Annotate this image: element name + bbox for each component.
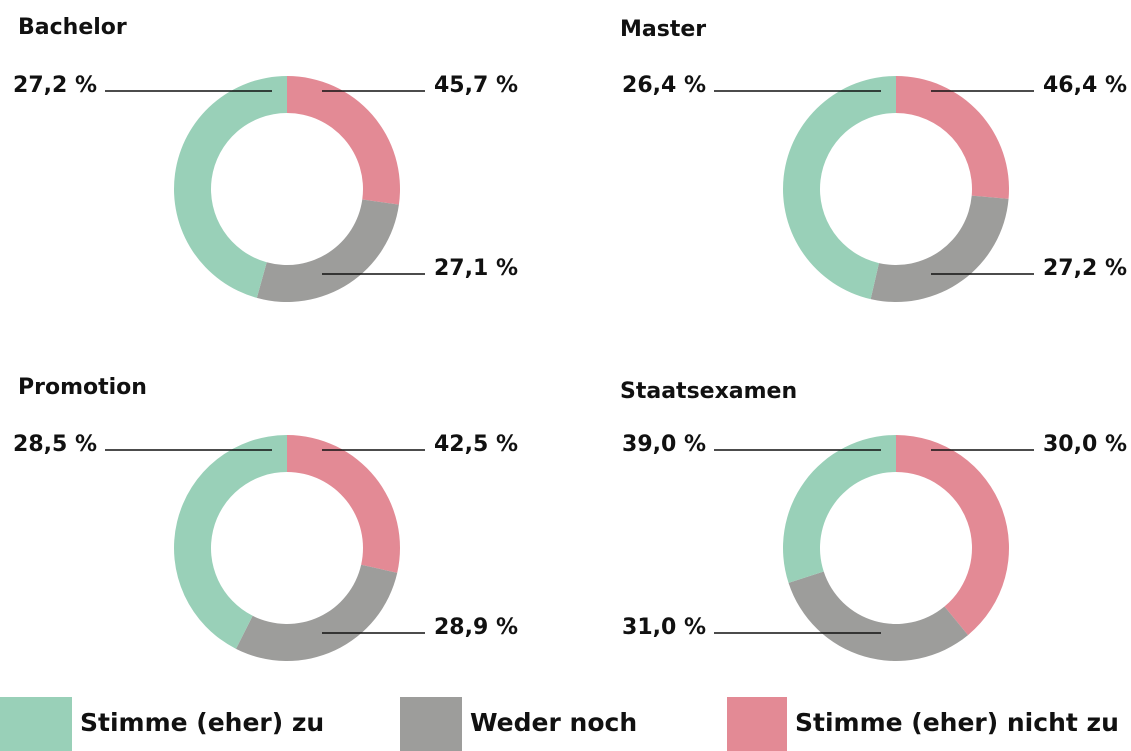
data-label: 27,1 % (434, 256, 518, 281)
legend-swatch (727, 697, 787, 751)
legend-label: Stimme (eher) nicht zu (795, 708, 1119, 737)
data-label: 30,0 % (1043, 432, 1127, 457)
legend-swatch (400, 697, 462, 751)
data-label: 28,9 % (434, 615, 518, 640)
chart-title: Master (620, 17, 706, 42)
chart-title: Promotion (18, 375, 147, 400)
data-label: 26,4 % (622, 73, 706, 98)
donut-segment (287, 76, 400, 205)
legend-label: Weder noch (470, 708, 637, 737)
data-label: 39,0 % (622, 432, 706, 457)
donut-segment (174, 435, 287, 649)
data-label: 28,5 % (13, 432, 97, 457)
data-label: 27,2 % (13, 73, 97, 98)
data-label: 45,7 % (434, 73, 518, 98)
donut-segment (896, 76, 1009, 199)
donut-segment (174, 76, 287, 298)
data-label: 31,0 % (622, 615, 706, 640)
donut-segment (783, 435, 896, 583)
data-label: 27,2 % (1043, 256, 1127, 281)
donut-segment (896, 435, 1009, 636)
chart-title: Bachelor (18, 15, 127, 40)
donut-segment (870, 195, 1009, 302)
donut-segment (788, 571, 969, 662)
donut-segment (783, 76, 896, 300)
legend-label: Stimme (eher) zu (80, 708, 324, 737)
data-label: 46,4 % (1043, 73, 1127, 98)
chart-title: Staatsexamen (620, 379, 797, 404)
legend-swatch (0, 697, 72, 751)
data-label: 42,5 % (434, 432, 518, 457)
donut-segment (235, 564, 398, 661)
donut-segment (256, 199, 399, 302)
donut-segment (287, 435, 400, 573)
